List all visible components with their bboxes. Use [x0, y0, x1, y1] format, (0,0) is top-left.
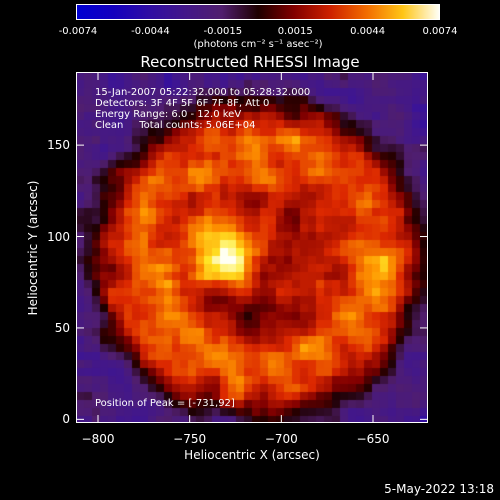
x-tick-label: −750	[173, 432, 207, 446]
chart-title: Reconstructed RHESSI Image	[140, 53, 360, 71]
time-range-text: 15-Jan-2007 05:22:32.000 to 05:28:32.000	[95, 87, 311, 98]
heatmap-image	[76, 72, 428, 423]
peak-position-text: Position of Peak = [-731,92]	[95, 398, 235, 409]
detectors-text: Detectors: 3F 4F 5F 6F 7F 8F, Att 0	[95, 98, 270, 109]
energy-range-text: Energy Range: 6.0 - 12.0 keV	[95, 109, 242, 120]
y-tick-label: 100	[47, 229, 70, 244]
y-axis-label: Heliocentric Y (arcsec)	[26, 180, 40, 316]
plot-area: 15-Jan-2007 05:22:32.000 to 05:28:32.000…	[76, 72, 428, 423]
colorbar	[76, 4, 440, 20]
x-tick-label: −650	[356, 432, 390, 446]
x-tick-label: −700	[264, 432, 298, 446]
plot-axes	[76, 72, 428, 423]
axes-frame	[76, 72, 428, 423]
y-tick-label: 150	[47, 138, 70, 153]
x-tick-label: −800	[81, 432, 115, 446]
colorbar-unit-label: (photons cm⁻² s⁻¹ asec⁻²)	[193, 39, 323, 50]
x-axis-label: Heliocentric X (arcsec)	[184, 448, 320, 462]
colorbar-tick-label: 0.0074	[422, 26, 458, 37]
y-tick-label: 50	[54, 320, 70, 335]
colorbar-tick-label: -0.0044	[131, 26, 170, 37]
colorbar-tick-label: 0.0015	[277, 26, 313, 37]
date-stamp: 5-May-2022 13:18	[384, 482, 494, 496]
colorbar-tick-label: -0.0015	[203, 26, 243, 37]
clean-counts-text: Clean Total counts: 5.06E+04	[95, 120, 256, 131]
colorbar-tick-label: -0.0074	[58, 26, 98, 37]
y-tick-label: 0	[62, 412, 70, 427]
colorbar-tick-label: 0.0044	[350, 26, 386, 37]
